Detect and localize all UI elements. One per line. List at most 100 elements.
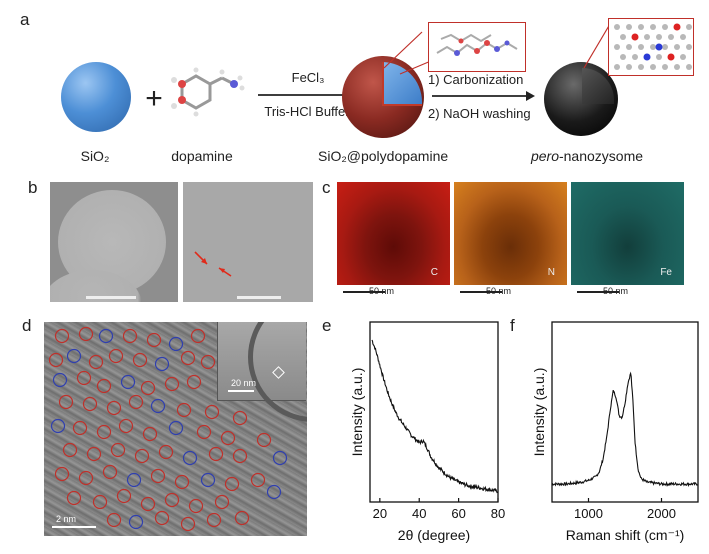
atom-marker-red — [96, 378, 112, 394]
atom-marker-red — [62, 442, 78, 458]
atom-marker-red — [102, 464, 118, 480]
atom-marker-red — [204, 404, 220, 420]
xrd-x-tick-label: 60 — [451, 506, 465, 521]
eds-scalebar-line-fe — [577, 291, 619, 293]
atom-marker-red — [72, 420, 88, 436]
eds-scalebar-fe: 50 nm — [571, 285, 684, 300]
xrd-series-line — [371, 339, 499, 494]
raman-axes-frame — [551, 321, 699, 503]
reagent-tris-buffer: Tris-HCl Buffer — [264, 104, 350, 119]
atom-marker-red — [250, 472, 266, 488]
panel-label-d: d — [22, 316, 32, 335]
atom-marker-red — [214, 494, 230, 510]
atom-marker-red — [142, 426, 158, 442]
atom-marker-red — [206, 512, 222, 528]
xrd-x-axis-label: 2θ (degree) — [398, 527, 470, 543]
atom-marker-red — [154, 510, 170, 526]
atom-marker-red — [110, 442, 126, 458]
atom-marker-red — [106, 400, 122, 416]
atom-marker-blue — [66, 348, 82, 364]
atom-marker-blue — [200, 472, 216, 488]
atom-marker-blue — [128, 514, 144, 530]
atom-marker-blue — [52, 372, 68, 388]
step-carbonization: 1) Carbonization — [428, 72, 524, 87]
raman-series-line — [551, 371, 699, 488]
atom-marker-red — [158, 444, 174, 460]
atom-marker-red — [132, 352, 148, 368]
atom-marker-red — [200, 354, 216, 370]
atom-marker-red — [76, 370, 92, 386]
panel-label-c: c — [322, 178, 331, 197]
atom-marker-red — [54, 328, 70, 344]
atom-marker-blue — [126, 472, 142, 488]
atom-marker-blue — [50, 418, 66, 434]
eds-map-carbon: C 50 nm — [337, 182, 450, 300]
atom-marker-red — [176, 402, 192, 418]
atom-marker-blue — [150, 398, 166, 414]
atom-marker-red — [48, 352, 64, 368]
tem-image-sphere — [50, 182, 178, 302]
atom-marker-red — [146, 332, 162, 348]
atom-marker-blue — [168, 336, 184, 352]
atom-marker-red — [54, 466, 70, 482]
eds-scalebar-text-n: 50 nm — [486, 286, 512, 296]
atom-marker-red — [58, 394, 74, 410]
atom-marker-red — [174, 474, 190, 490]
atom-marker-red — [116, 488, 132, 504]
raman-x-tick-label: 2000 — [647, 506, 676, 521]
xrd-y-axis-label: Intensity (a.u.) — [349, 368, 365, 457]
sio2-sphere — [61, 62, 131, 132]
raman-x-tick-label: 1000 — [574, 506, 603, 521]
pda-structure-inset — [428, 22, 526, 72]
atom-marker-red — [220, 430, 236, 446]
atom-marker-red — [78, 470, 94, 486]
eds-scalebar-c: 50 nm — [337, 285, 450, 300]
raman-y-axis-label: Intensity (a.u.) — [531, 368, 547, 457]
atom-marker-red — [88, 354, 104, 370]
eds-element-c: C — [430, 267, 438, 278]
graphene-lattice-inset — [608, 18, 694, 76]
atom-marker-red — [140, 496, 156, 512]
eds-element-n: N — [547, 267, 555, 278]
atom-marker-red — [140, 380, 156, 396]
reagent-fecl3: FeCl₃ — [291, 70, 325, 85]
xrd-x-tick-label: 20 — [373, 506, 387, 521]
atom-marker-red — [128, 394, 144, 410]
atom-marker-red — [186, 374, 202, 390]
atom-marker-blue — [168, 420, 184, 436]
plus-sign: + — [145, 82, 163, 115]
tem-scalebar-1 — [86, 296, 136, 299]
atom-marker-red — [180, 350, 196, 366]
atom-marker-red — [66, 490, 82, 506]
graphene-lattice-icon — [614, 23, 692, 70]
panel-label-a: a — [20, 10, 30, 29]
eds-map-nitrogen: N 50 nm — [454, 182, 567, 300]
atom-marker-red — [190, 328, 206, 344]
atom-marker-red — [150, 468, 166, 484]
atom-marker-red — [232, 410, 248, 426]
tem-scalebar-2 — [237, 296, 281, 299]
atom-marker-blue — [266, 484, 282, 500]
eds-scalebar-text-c: 50 nm — [369, 286, 395, 296]
panel-label-f: f — [510, 316, 515, 335]
atom-marker-red — [232, 448, 248, 464]
sio2-label: SiO₂ — [80, 148, 110, 164]
panel-label-b: b — [28, 178, 38, 197]
atom-marker-red — [224, 476, 240, 492]
atom-marker-red — [180, 516, 196, 532]
nanozysome-label-prefix: pero — [530, 148, 559, 164]
step-naoh-washing: 2) NaOH washing — [428, 106, 531, 121]
atom-marker-red — [78, 326, 94, 342]
raman-x-axis-label: Raman shift (cm⁻¹) — [566, 527, 685, 543]
eds-scalebar-line-c — [343, 291, 385, 293]
atom-marker-red — [82, 396, 98, 412]
atom-marker-blue — [120, 374, 136, 390]
atom-marker-red — [208, 446, 224, 462]
eds-element-fe: Fe — [660, 267, 672, 278]
sio2-pda-label: SiO₂@polydopamine — [318, 148, 449, 164]
atom-marker-blue — [98, 328, 114, 344]
atom-marker-red — [96, 424, 112, 440]
atom-marker-red — [188, 498, 204, 514]
atom-marker-red — [164, 376, 180, 392]
hrtem-scalebar-text: 2 nm — [56, 514, 77, 524]
